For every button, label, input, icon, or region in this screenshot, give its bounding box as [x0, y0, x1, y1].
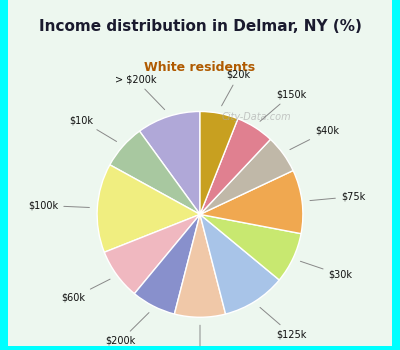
Text: $125k: $125k	[260, 307, 306, 339]
Text: $50k: $50k	[188, 325, 212, 350]
Text: > $200k: > $200k	[115, 74, 165, 110]
Wedge shape	[110, 131, 200, 214]
Wedge shape	[200, 139, 293, 214]
Wedge shape	[200, 214, 279, 314]
Text: $100k: $100k	[28, 201, 89, 210]
Wedge shape	[200, 170, 303, 234]
Wedge shape	[104, 214, 200, 294]
Text: $10k: $10k	[70, 116, 116, 141]
Text: $40k: $40k	[290, 126, 339, 149]
Text: Income distribution in Delmar, NY (%): Income distribution in Delmar, NY (%)	[38, 19, 362, 34]
Text: City-Data.com: City-Data.com	[222, 112, 292, 121]
Text: $30k: $30k	[300, 261, 352, 280]
Wedge shape	[140, 111, 200, 214]
Wedge shape	[200, 214, 301, 280]
Wedge shape	[97, 165, 200, 252]
Wedge shape	[200, 111, 238, 214]
Wedge shape	[174, 214, 226, 317]
Wedge shape	[134, 214, 200, 314]
Text: $60k: $60k	[61, 279, 110, 303]
Wedge shape	[200, 119, 270, 214]
Text: $150k: $150k	[260, 90, 306, 121]
Text: $200k: $200k	[105, 313, 149, 346]
Text: $75k: $75k	[310, 191, 365, 202]
Text: White residents: White residents	[144, 61, 256, 74]
Text: $20k: $20k	[222, 70, 251, 106]
